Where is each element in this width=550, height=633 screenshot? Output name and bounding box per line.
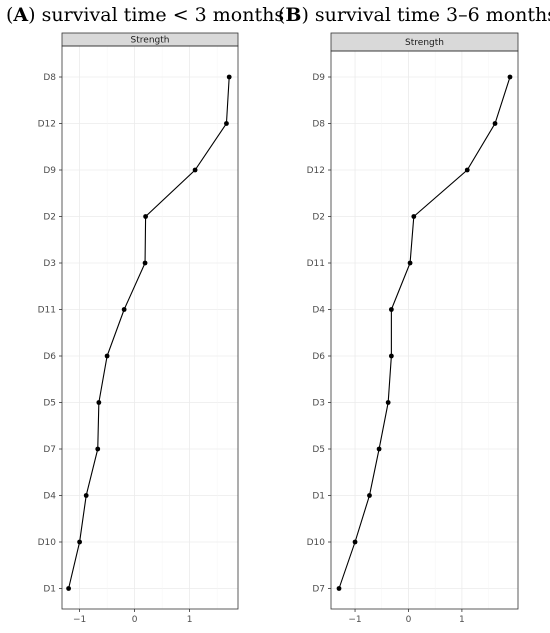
data-point-D11 (407, 260, 413, 266)
data-point-D5 (376, 446, 382, 452)
panel-border (61, 45, 239, 610)
y-tick-label: D6 (43, 352, 56, 362)
data-point-D1 (367, 493, 372, 498)
panel-b-title: (B) survival time 3–6 months (278, 4, 550, 26)
data-point-D7 (336, 586, 342, 591)
data-point-D8 (226, 74, 232, 80)
panel-border (330, 50, 519, 610)
y-tick-label: D7 (312, 585, 325, 595)
strength-line (68, 76, 230, 589)
data-point-D4 (83, 493, 89, 498)
x-tick-label: 0 (406, 615, 412, 625)
data-point-D9 (507, 74, 513, 80)
y-tick-label: D1 (312, 492, 325, 502)
panel-a-title: (A) survival time < 3 months (6, 4, 285, 26)
y-tick-label: D12 (307, 166, 325, 176)
y-tick-label: D10 (307, 538, 326, 548)
y-tick-label: D7 (43, 445, 56, 455)
y-tick-label: D8 (312, 120, 325, 130)
x-tick-label: 1 (459, 615, 465, 625)
data-point-D6 (104, 353, 110, 359)
data-point-D8 (492, 121, 498, 126)
data-point-D11 (121, 307, 127, 312)
y-tick-label: D4 (43, 492, 56, 502)
data-point-D6 (388, 353, 394, 359)
panel-a-letter: A (13, 4, 29, 26)
data-point-D1 (66, 586, 71, 591)
y-tick-label: D2 (312, 213, 325, 223)
data-point-D3 (142, 260, 148, 266)
plot-background (331, 51, 518, 609)
x-tick-label: −1 (73, 615, 86, 625)
y-tick-label: D8 (43, 73, 56, 83)
data-point-D4 (388, 307, 394, 312)
x-tick-label: −1 (348, 615, 361, 625)
chart-panel-1: Strength D9 D8 D12 D2 D11 D4 D6 D3 D5 D1 D10 D7 −1 0 1 (307, 32, 519, 625)
y-tick-label: D9 (43, 166, 56, 176)
data-point-D12 (224, 121, 229, 126)
panel-b-letter: B (285, 4, 302, 26)
data-point-D10 (352, 539, 358, 545)
y-tick-label: D1 (43, 585, 56, 595)
y-tick-label: D11 (38, 306, 56, 316)
data-point-D7 (95, 446, 101, 452)
y-tick-label: D9 (312, 73, 325, 83)
y-tick-label: D5 (312, 445, 325, 455)
y-tick-label: D4 (312, 306, 325, 316)
panel-b-title-text: ) survival time 3–6 months (301, 4, 550, 26)
x-tick-label: 1 (187, 615, 193, 625)
data-point-D3 (385, 400, 391, 405)
y-tick-label: D12 (38, 120, 56, 130)
x-tick-label: 0 (132, 615, 138, 625)
y-tick-label: D3 (312, 399, 325, 409)
chart-panel-0: Strength D8 D12 D9 D2 D3 D11 D6 D5 D7 D4 D10 D1 −1 0 1 (38, 32, 239, 625)
facet-strip-label: Strength (405, 38, 444, 48)
facet-strip-label: Strength (131, 36, 170, 46)
data-point-D2 (143, 214, 149, 219)
data-point-D2 (411, 214, 417, 219)
y-tick-label: D5 (43, 399, 56, 409)
data-point-D5 (96, 400, 102, 405)
y-tick-label: D2 (43, 213, 56, 223)
data-point-D9 (192, 167, 198, 173)
strength-line (338, 76, 511, 589)
panel-a-title-text: ) survival time < 3 months (28, 4, 285, 26)
y-tick-label: D6 (312, 352, 325, 362)
y-tick-label: D3 (43, 259, 56, 269)
y-tick-label: D11 (307, 259, 325, 269)
data-point-D10 (77, 539, 82, 545)
y-tick-label: D10 (38, 538, 57, 548)
plot-background (62, 46, 238, 609)
data-point-D12 (464, 167, 470, 173)
